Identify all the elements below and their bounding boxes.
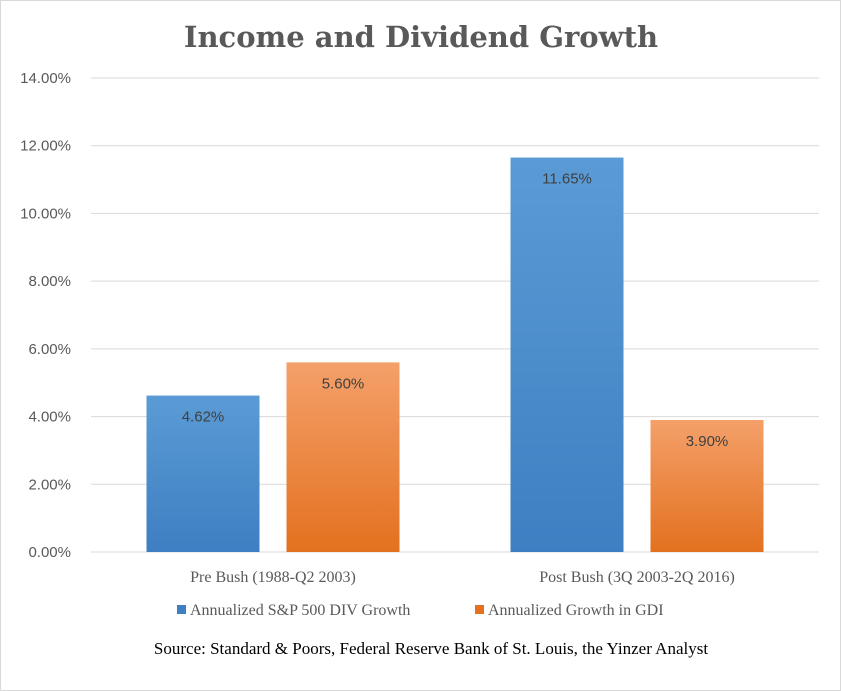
y-tick-label: 0.00% bbox=[28, 544, 71, 561]
y-tick-label: 12.00% bbox=[20, 138, 71, 155]
y-tick-label: 2.00% bbox=[28, 476, 71, 493]
data-label: 11.65% bbox=[542, 171, 592, 188]
data-labels: 4.62% 5.60% 11.65% 3.90% bbox=[182, 171, 729, 450]
legend: Annualized S&P 500 DIV Growth Annualized … bbox=[177, 602, 664, 619]
legend-swatch bbox=[177, 605, 186, 614]
data-label: 3.90% bbox=[686, 433, 729, 450]
bar-sp500-div-growth bbox=[146, 395, 260, 552]
y-tick-label: 14.00% bbox=[20, 70, 71, 87]
bar-sp500-div-growth bbox=[510, 157, 624, 553]
bars bbox=[146, 157, 764, 553]
chart-title: Income and Dividend Growth bbox=[184, 20, 658, 54]
y-tick-label: 6.00% bbox=[28, 341, 71, 358]
y-tick-label: 10.00% bbox=[20, 205, 71, 222]
y-axis-ticks: 0.00% 2.00% 4.00% 6.00% 8.00% 10.00% 12.00% 14.… bbox=[20, 70, 71, 561]
legend-label: Annualized Growth in GDI bbox=[488, 602, 664, 619]
legend-swatch bbox=[475, 605, 484, 614]
y-tick-label: 4.00% bbox=[28, 409, 71, 426]
bar-gdi-growth bbox=[286, 362, 400, 552]
bar-gdi-growth bbox=[650, 419, 764, 552]
source-note: Source: Standard & Poors, Federal Reserv… bbox=[154, 639, 708, 658]
x-category-label: Post Bush (3Q 2003-2Q 2016) bbox=[539, 569, 735, 586]
x-axis-categories: Pre Bush (1988-Q2 2003) Post Bush (3Q 200… bbox=[190, 569, 735, 586]
y-tick-label: 8.00% bbox=[28, 273, 71, 290]
data-label: 4.62% bbox=[182, 409, 225, 426]
legend-label: Annualized S&P 500 DIV Growth bbox=[190, 602, 410, 619]
x-category-label: Pre Bush (1988-Q2 2003) bbox=[190, 569, 356, 586]
data-label: 5.60% bbox=[322, 375, 365, 392]
